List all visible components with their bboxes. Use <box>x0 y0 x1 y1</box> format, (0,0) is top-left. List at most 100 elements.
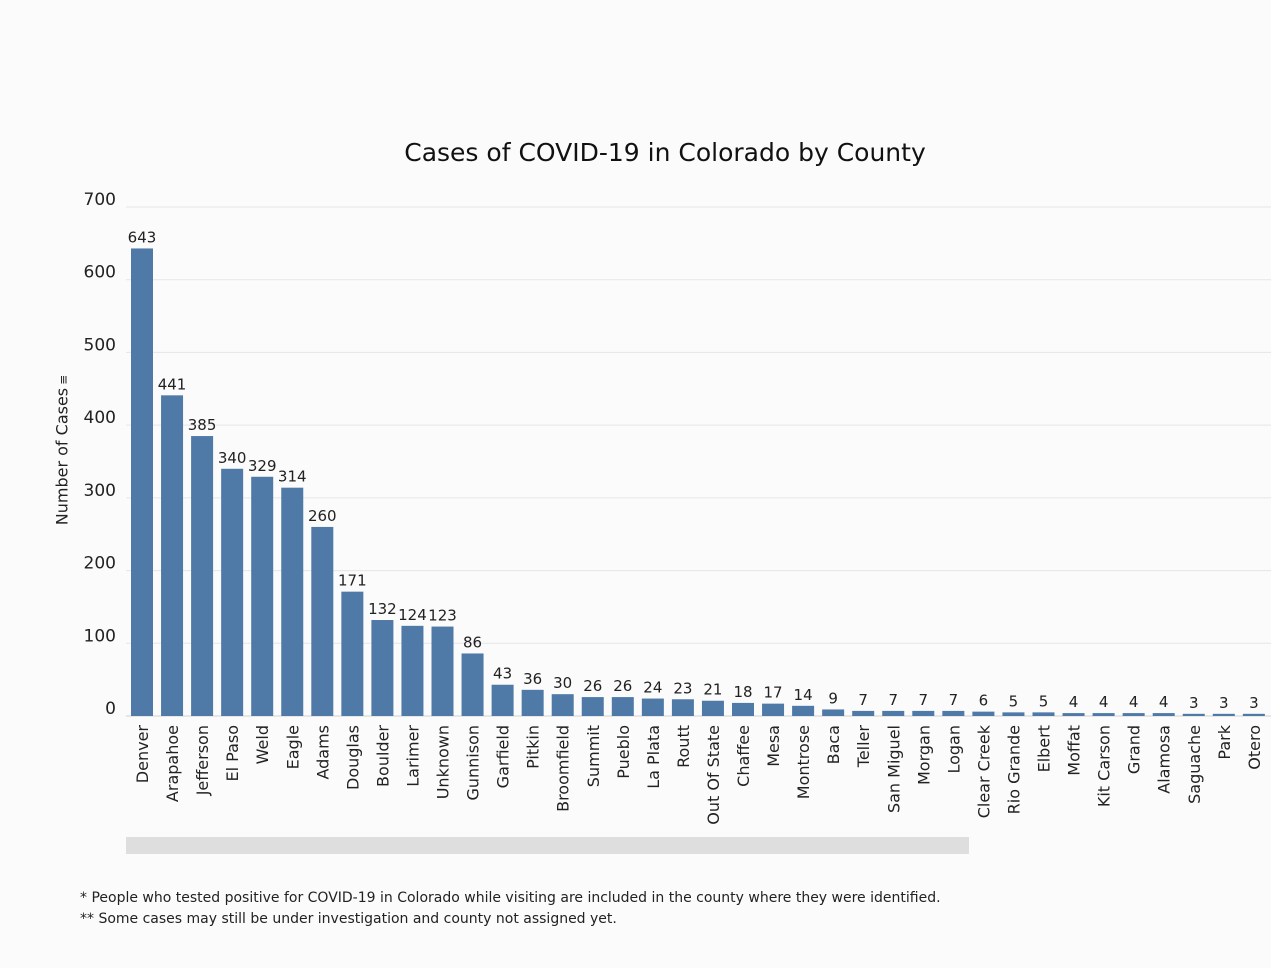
data-label: 329 <box>248 457 277 475</box>
bar <box>882 710 905 716</box>
x-tick-label: Douglas <box>343 725 362 790</box>
y-tick-label: 200 <box>84 554 116 574</box>
data-label: 7 <box>888 691 898 709</box>
data-label: 17 <box>764 684 783 702</box>
x-tick-label: Logan <box>944 725 963 774</box>
bar <box>942 710 965 716</box>
bar <box>822 709 845 716</box>
y-tick-labels: 0 100 200 300 400 500 600 700 <box>84 190 116 719</box>
x-tick-label: Clear Creek <box>974 724 993 818</box>
bar <box>1242 713 1265 716</box>
x-tick-label: Otero <box>1245 725 1264 770</box>
x-tick-label: Broomfield <box>554 725 573 812</box>
x-tick-labels: Denver Arapahoe Jefferson El Paso Weld Eagle A… <box>133 724 1264 825</box>
data-label: 124 <box>398 606 427 624</box>
x-tick-label: Garfield <box>494 725 513 788</box>
data-label: 7 <box>858 691 868 709</box>
x-tick-label: Boulder <box>373 725 392 787</box>
x-tick-label: Teller <box>854 725 873 769</box>
bar <box>401 625 424 716</box>
bar <box>341 591 364 716</box>
bar <box>221 468 244 716</box>
bar <box>671 699 694 716</box>
x-tick-label: Jefferson <box>193 725 212 796</box>
x-tick-label: Montrose <box>794 725 813 799</box>
data-label: 7 <box>919 691 929 709</box>
x-tick-label: San Miguel <box>884 725 903 813</box>
data-label: 36 <box>523 670 542 688</box>
data-label: 385 <box>188 416 217 434</box>
data-label: 4 <box>1129 693 1139 711</box>
x-tick-label: Morgan <box>914 725 933 785</box>
bar <box>1122 713 1145 716</box>
x-tick-label: Denver <box>133 725 152 784</box>
x-tick-label: Chaffee <box>734 725 753 787</box>
bar <box>732 702 754 716</box>
y-tick-label: 700 <box>84 190 116 210</box>
chart-title: Cases of COVID-19 in Colorado by County <box>404 138 926 167</box>
data-label: 24 <box>643 679 662 697</box>
bar <box>371 620 394 716</box>
bar <box>161 395 184 716</box>
x-tick-label: Routt <box>674 725 693 768</box>
data-label: 4 <box>1099 693 1109 711</box>
footnote-visitors: * People who tested positive for COVID-1… <box>80 890 941 906</box>
data-label: 4 <box>1159 693 1169 711</box>
data-label: 86 <box>463 633 482 651</box>
data-label: 3 <box>1219 694 1229 712</box>
data-label: 340 <box>218 449 247 467</box>
bar <box>521 689 544 716</box>
data-label: 5 <box>1009 692 1019 710</box>
data-label: 5 <box>1039 692 1049 710</box>
y-tick-label: 600 <box>84 263 116 283</box>
bar <box>701 700 724 716</box>
bar <box>852 710 875 716</box>
data-label: 26 <box>583 677 602 695</box>
bar <box>581 697 604 716</box>
data-label: 14 <box>794 686 813 704</box>
x-tick-label: Kit Carson <box>1095 725 1114 807</box>
horizontal-scrollbar[interactable] <box>126 837 969 854</box>
x-tick-label: La Plata <box>644 725 663 789</box>
footnotes: * People who tested positive for COVID-1… <box>80 888 941 930</box>
data-label: 6 <box>979 692 989 710</box>
bar <box>191 436 214 716</box>
x-tick-label: Grand <box>1125 725 1144 774</box>
bar <box>491 684 514 716</box>
x-tick-label: Gunnison <box>464 725 483 801</box>
data-label: 4 <box>1069 693 1079 711</box>
x-tick-label: Saguache <box>1185 725 1204 804</box>
x-tick-label: Adams <box>313 725 332 780</box>
x-tick-label: Pitkin <box>524 725 543 769</box>
bar <box>972 711 995 716</box>
footnote-investigation: ** Some cases may still be under investi… <box>80 911 617 927</box>
bar <box>641 698 664 716</box>
bar <box>1152 713 1175 716</box>
y-tick-label: 400 <box>84 408 116 428</box>
data-label: 7 <box>949 691 959 709</box>
x-tick-label: Larimer <box>403 725 422 787</box>
bar <box>1062 713 1085 716</box>
data-label: 21 <box>703 681 722 699</box>
y-tick-label: 0 <box>105 699 116 719</box>
bars <box>131 248 1265 716</box>
bar <box>1002 712 1025 716</box>
x-tick-label: Pueblo <box>614 725 633 779</box>
bar <box>131 248 153 716</box>
bar <box>1092 713 1115 716</box>
x-tick-label: Rio Grande <box>1004 725 1023 814</box>
y-tick-label: 300 <box>84 481 116 501</box>
y-tick-label: 100 <box>84 626 116 646</box>
bar <box>792 705 815 716</box>
data-label: 9 <box>828 689 838 707</box>
x-tick-label: Unknown <box>434 725 453 799</box>
x-tick-label: El Paso <box>223 725 242 782</box>
x-tick-label: Moffat <box>1065 725 1084 776</box>
data-label: 314 <box>278 468 307 486</box>
data-label: 3 <box>1189 694 1199 712</box>
x-tick-label: Alamosa <box>1155 725 1174 794</box>
bar <box>311 526 334 716</box>
bar <box>1182 713 1205 716</box>
